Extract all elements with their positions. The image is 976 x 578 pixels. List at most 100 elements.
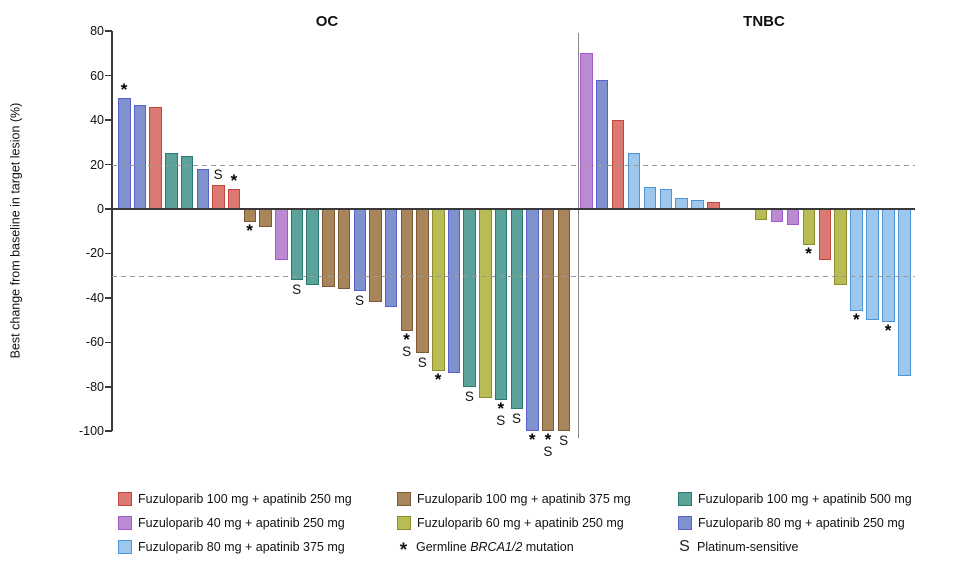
y-tick-label: -60	[85, 335, 104, 350]
y-tick-label: -80	[85, 379, 104, 394]
platinum-sensitive-s: S	[543, 444, 553, 460]
legend-swatch	[397, 516, 411, 530]
bar-oc-13	[306, 209, 319, 285]
legend-label: Fuzuloparib 80 mg + apatinib 375 mg	[138, 540, 345, 554]
legend-swatch	[118, 540, 132, 554]
bar-oc-11	[275, 209, 288, 261]
bar-annotations: *	[116, 79, 133, 99]
y-tick-label: -100	[78, 424, 104, 439]
brca-mutation-star: *	[805, 243, 812, 263]
bar-annotations: * S	[539, 430, 556, 460]
bar-annotations: *	[880, 321, 897, 341]
reference-line-20	[112, 164, 915, 166]
y-tick-label: 20	[90, 157, 104, 172]
bar-annotations: *	[241, 221, 258, 241]
y-axis-tick	[105, 297, 112, 299]
brca-mutation-star: *	[120, 79, 128, 99]
bar-tnbc-18	[850, 209, 863, 312]
bar-oc-15	[337, 209, 351, 289]
bar-oc-19	[400, 209, 414, 332]
y-tick-label: -40	[85, 290, 104, 305]
legend-item-fz80_ap375: Fuzuloparib 80 mg + apatinib 375 mg	[118, 540, 352, 554]
brca-mutation-star: *	[884, 321, 892, 341]
brca-mutation-star: *	[497, 399, 505, 419]
s-symbol-icon: S	[679, 538, 690, 555]
legend-label: Fuzuloparib 80 mg + apatinib 250 mg	[698, 516, 905, 530]
legend-item-platinum-sensitive: S Platinum-sensitive	[678, 538, 912, 555]
legend-label: Fuzuloparib 60 mg + apatinib 250 mg	[417, 516, 624, 530]
bar-oc-8	[227, 189, 241, 209]
bar-oc-29	[557, 209, 571, 432]
platinum-sensitive-s: S	[464, 388, 474, 404]
bar-tnbc-5	[643, 186, 657, 209]
bar-oc-20	[416, 209, 429, 354]
platinum-sensitive-s: S	[496, 413, 506, 429]
brca-mutation-star: *	[230, 171, 238, 190]
platinum-sensitive-s: S	[354, 293, 364, 309]
bar-tnbc-20	[882, 209, 895, 323]
legend-label: Fuzuloparib 100 mg + apatinib 250 mg	[138, 492, 352, 506]
bar-oc-10	[259, 209, 272, 227]
panel-title-tnbc: TNBC	[743, 13, 785, 30]
legend-item-fz100_ap250: Fuzuloparib 100 mg + apatinib 250 mg	[118, 492, 352, 506]
bar-tnbc-21	[898, 209, 911, 376]
y-axis-tick	[105, 430, 112, 432]
y-axis-tick	[105, 30, 112, 32]
y-axis-tick	[105, 163, 112, 166]
bar-oc-4	[165, 153, 178, 209]
bar-oc-16	[353, 209, 366, 292]
bar-oc-17	[369, 209, 382, 303]
legend-swatch	[678, 516, 692, 530]
bar-annotations: S	[508, 412, 525, 426]
reference-line--30	[112, 275, 915, 277]
legend-swatch	[397, 492, 411, 506]
bar-annotations: * S	[492, 399, 509, 429]
y-tick-label: 80	[90, 24, 104, 39]
legend-item-fz100_ap375: Fuzuloparib 100 mg + apatinib 375 mg	[397, 492, 631, 506]
legend-label: Fuzuloparib 100 mg + apatinib 500 mg	[698, 492, 912, 506]
platinum-sensitive-s: S	[402, 344, 412, 360]
brca-mutation-star: *	[246, 221, 253, 241]
bar-oc-25	[494, 209, 508, 401]
platinum-sensitive-s: S	[511, 410, 521, 426]
y-axis-tick	[105, 74, 112, 77]
bar-oc-23	[463, 209, 476, 387]
star-icon: *	[399, 540, 408, 561]
y-tick-label: -20	[85, 246, 104, 261]
legend-swatch	[118, 492, 132, 506]
bar-oc-12	[290, 209, 304, 281]
legend-item-fz60_ap250: Fuzuloparib 60 mg + apatinib 250 mg	[397, 516, 631, 530]
bar-annotations: * S	[398, 331, 415, 360]
legend-swatch	[678, 492, 692, 506]
bar-annotations: S	[351, 294, 368, 308]
platinum-sensitive-s: S	[292, 282, 302, 298]
bar-tnbc-19	[866, 209, 879, 321]
y-tick-label: 60	[90, 68, 104, 83]
legend-column-2: Fuzuloparib 100 mg + apatinib 375 mg Fuzu…	[397, 492, 631, 564]
brca-mutation-star: *	[544, 430, 552, 450]
bar-tnbc-16	[818, 209, 831, 261]
bar-oc-1	[118, 97, 131, 209]
bar-annotations: *	[848, 310, 865, 330]
panel-title-oc: OC	[315, 13, 339, 30]
legend-column-3: Fuzuloparib 100 mg + apatinib 500 mg Fuzu…	[678, 492, 912, 564]
bar-annotations: *	[524, 430, 541, 450]
bar-annotations: S	[414, 356, 431, 370]
legend-item-fz80_ap250: Fuzuloparib 80 mg + apatinib 250 mg	[678, 516, 912, 530]
legend-label: Fuzuloparib 40 mg + apatinib 250 mg	[138, 516, 345, 530]
bar-oc-24	[479, 209, 492, 398]
platinum-sensitive-s: S	[559, 433, 569, 449]
bar-oc-6	[196, 169, 209, 209]
brca-mutation-star: *	[852, 310, 860, 330]
bar-tnbc-14	[786, 209, 800, 225]
bar-oc-22	[447, 209, 461, 374]
brca-mutation-star: *	[528, 430, 536, 450]
legend-label: Germline BRCA1/2 mutation	[416, 540, 574, 554]
bar-tnbc-2	[595, 80, 609, 209]
y-tick-label: 40	[90, 113, 104, 128]
bar-tnbc-6	[659, 189, 672, 209]
brca-mutation-star: *	[434, 370, 442, 390]
bar-oc-3	[149, 106, 162, 209]
legend-label: Platinum-sensitive	[697, 540, 799, 554]
